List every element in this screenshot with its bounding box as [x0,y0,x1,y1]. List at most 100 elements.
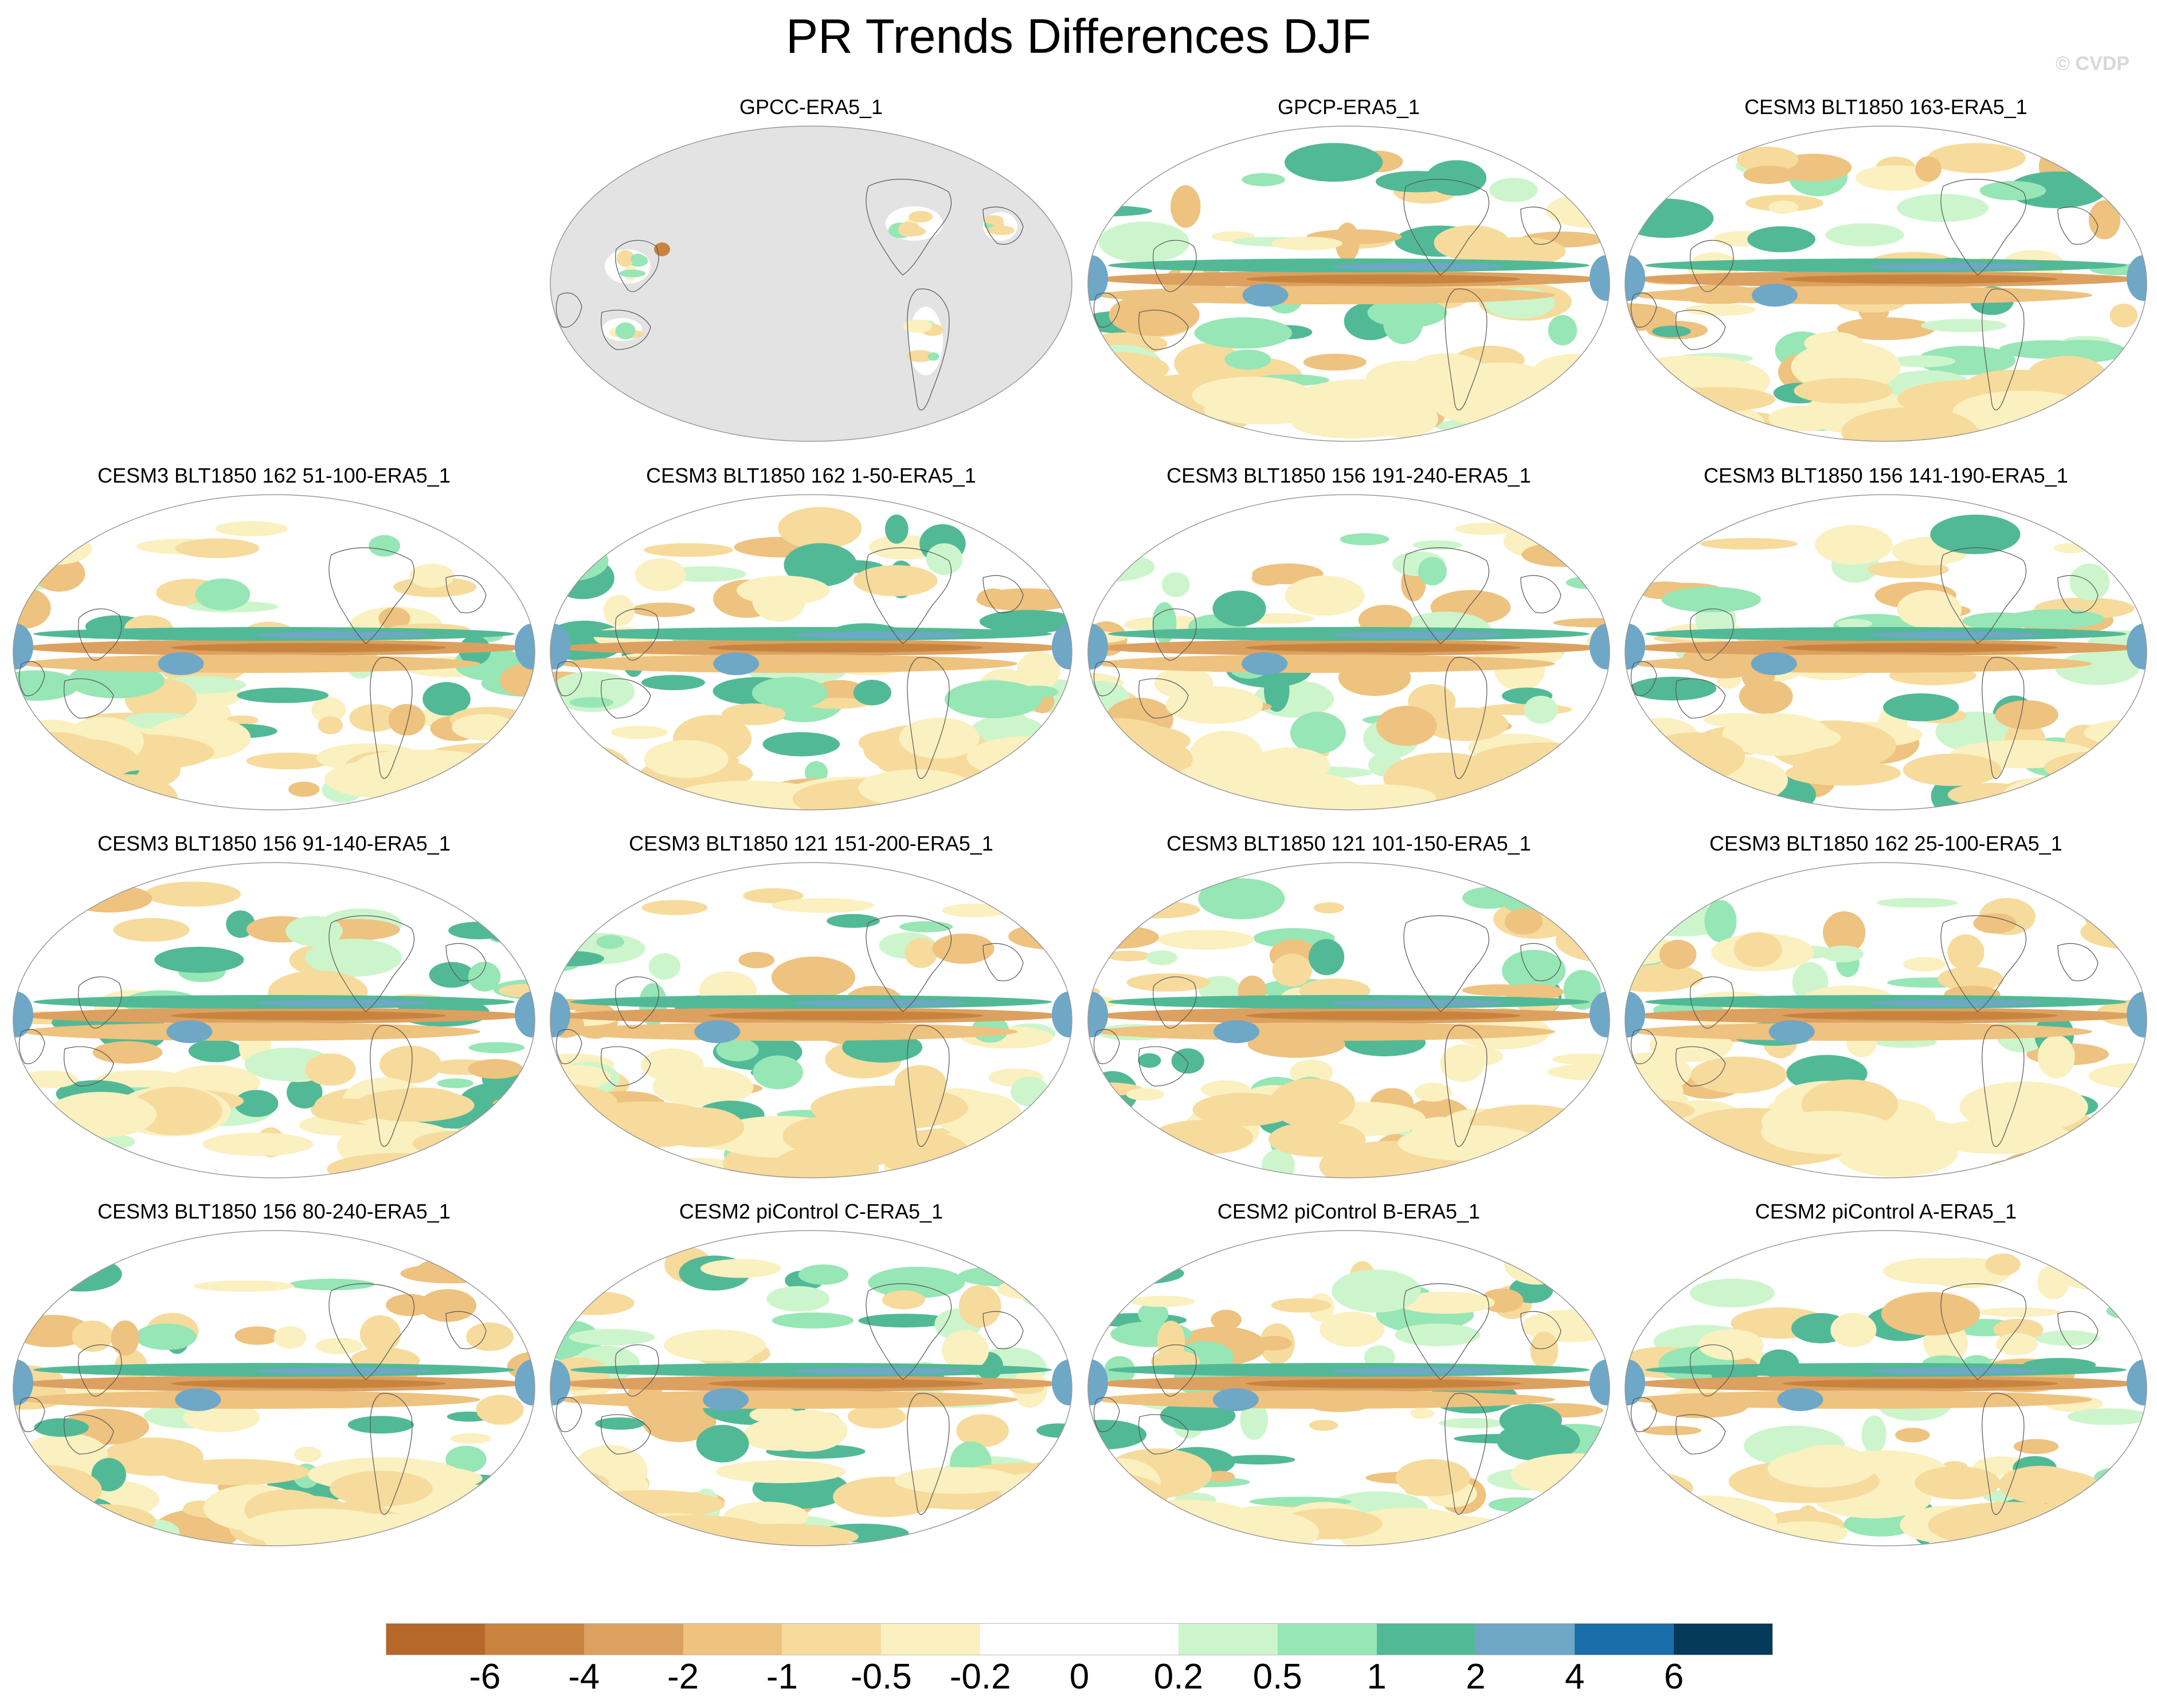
wetting-patch [716,1039,759,1061]
drying-patch [1656,769,1780,798]
wetting-patch [1930,514,2021,554]
drying-patch [1291,407,1415,438]
drying-patch [1211,1310,1242,1330]
wetting-patch [1625,1360,1645,1405]
drying-patch [602,1507,627,1522]
land-trend-patch [903,319,932,333]
drying-patch [419,1289,476,1322]
wetting-patch [569,1329,655,1346]
coastline [2057,1311,2099,1349]
drying-patch [1995,700,2058,730]
coastline [370,1393,413,1515]
wetting-patch [766,1286,830,1312]
drying-patch [1976,1307,2061,1317]
drying-patch [1625,1525,1694,1546]
drying-patch [409,563,455,588]
drying-patch [575,1490,725,1519]
south-dry-band [1097,286,1555,304]
drying-patch [400,1263,500,1284]
wetting-patch [1331,1269,1421,1313]
drying-patch [1625,1477,1669,1509]
drying-patch [1126,973,1211,992]
wetting-patch [858,1314,952,1328]
coastline [1982,1393,2025,1515]
drying-patch [1999,776,2118,807]
colorbar-tick-label: -2 [667,1657,699,1697]
wetting-patch [1011,1076,1049,1107]
wetting-patch [569,697,614,708]
coastline [1093,661,1120,696]
drying-patch [1684,303,1756,316]
wetting-patch [899,921,953,933]
wetting-patch [2096,1114,2133,1137]
drying-patch [2013,1439,2059,1454]
drying-patch [1313,902,1344,914]
drying-patch [1767,1450,1876,1488]
panel-title: CESM3 BLT1850 163-ERA5_1 [1744,95,2027,119]
drying-patch [1736,146,1799,173]
coastline [64,678,114,719]
drying-patch [499,984,535,998]
wetting-patch [448,922,510,939]
coastline [18,1029,45,1064]
drying-patch [1269,1078,1355,1128]
south-dry-band [1097,1390,1555,1409]
wetting-patch [289,1278,375,1291]
drying-patch [330,1471,433,1507]
wetting-patch [19,1494,115,1527]
coastline [1676,310,1726,350]
drying-patch [1768,201,1799,214]
wetting-patch [91,1458,127,1491]
drying-patch [1504,908,1543,935]
trend-map [1624,126,2147,442]
wetting-patch [445,1445,487,1474]
colorbar-tick-label: 2 [1466,1657,1486,1697]
map-panel: CESM2 piControl B-ERA5_1 [1085,1199,1612,1566]
drying-patch [72,1321,113,1352]
wetting-patch [1673,769,1709,809]
south-dry-band [1097,1023,1555,1041]
wetting-patch [1099,221,1190,263]
wetting-patch [1502,950,1566,992]
drying-patch [452,1494,535,1522]
wetting-patch [2089,166,2147,192]
colorbar-box [1178,1623,1278,1655]
wetting-patch [1590,1360,1610,1405]
drying-patch [1903,957,1946,972]
wetting-patch [154,946,244,973]
drying-patch [853,565,938,597]
coastline [18,661,45,696]
drying-patch [161,1459,310,1485]
coastline [866,179,952,276]
coastline [1138,678,1189,719]
coastline [1138,310,1189,350]
coastline [78,608,122,661]
drying-patch [1109,293,1200,336]
wetting-patch [1088,255,1108,301]
wetting-patch [1088,1360,1108,1405]
drying-patch [1881,1292,1980,1336]
drying-patch [1157,930,1255,950]
coastline [2057,206,2099,245]
equatorial-wet-core [1869,1368,2041,1374]
drying-patch [349,704,400,732]
equatorial-wet-core [1869,632,2041,638]
drying-patch [1106,950,1151,962]
coastline [1630,661,1657,696]
wetting-patch [558,1502,597,1522]
wetting-patch [1661,586,1761,613]
equatorial-dry-core [1783,1379,2058,1388]
drying-patch [1272,953,1312,987]
wetting-patch [1524,695,1558,724]
wetting-patch [573,897,637,907]
equatorial-wet-core [257,1368,429,1374]
south-dry-band [1634,286,2092,304]
wetting-patch [1572,726,1610,741]
wetting-patch [753,1055,803,1090]
map-panel: CESM2 piControl A-ERA5_1 [1622,1199,2150,1566]
wetting-patch [1625,401,1659,419]
wetting-patch [1822,945,1864,962]
drying-patch [498,1286,535,1317]
coastline [907,1393,950,1515]
equatorial-dry-core [171,1011,446,1020]
